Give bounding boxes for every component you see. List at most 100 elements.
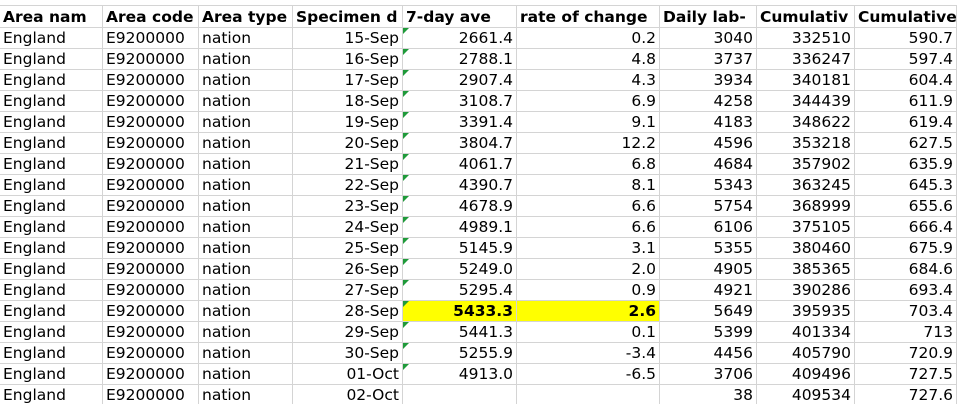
table-cell[interactable]: nation <box>199 259 293 280</box>
table-cell[interactable]: England <box>0 133 103 154</box>
table-cell[interactable]: 405790 <box>757 343 855 364</box>
table-cell[interactable]: 18-Sep <box>293 91 403 112</box>
table-cell[interactable]: 5441.3 <box>403 322 517 343</box>
table-cell[interactable]: 5433.3 <box>403 301 517 322</box>
table-cell[interactable]: E9200000 <box>103 154 199 175</box>
table-cell[interactable]: 12.2 <box>517 133 660 154</box>
table-cell[interactable]: 4596 <box>660 133 757 154</box>
header-cell[interactable]: Specimen d <box>293 6 403 28</box>
table-cell[interactable]: 30-Sep <box>293 343 403 364</box>
table-cell[interactable]: England <box>0 28 103 49</box>
table-cell[interactable]: 4913.0 <box>403 364 517 385</box>
table-cell[interactable]: 4.3 <box>517 70 660 91</box>
table-cell[interactable]: -6.5 <box>517 364 660 385</box>
table-cell[interactable]: 340181 <box>757 70 855 91</box>
header-cell[interactable]: Cumulative <box>855 6 957 28</box>
table-cell[interactable]: 604.4 <box>855 70 957 91</box>
header-cell[interactable]: Area code <box>103 6 199 28</box>
table-cell[interactable]: 2.6 <box>517 301 660 322</box>
table-cell[interactable]: nation <box>199 343 293 364</box>
table-cell[interactable]: England <box>0 196 103 217</box>
table-cell[interactable]: 401334 <box>757 322 855 343</box>
table-cell[interactable]: 363245 <box>757 175 855 196</box>
table-cell[interactable]: 3737 <box>660 49 757 70</box>
table-cell[interactable]: nation <box>199 91 293 112</box>
table-cell[interactable]: 368999 <box>757 196 855 217</box>
table-cell[interactable]: 6106 <box>660 217 757 238</box>
table-cell[interactable]: E9200000 <box>103 70 199 91</box>
table-cell[interactable]: 25-Sep <box>293 238 403 259</box>
table-cell[interactable]: E9200000 <box>103 364 199 385</box>
table-cell[interactable]: nation <box>199 217 293 238</box>
table-cell[interactable]: 727.5 <box>855 364 957 385</box>
table-cell[interactable]: 353218 <box>757 133 855 154</box>
table-cell[interactable]: England <box>0 301 103 322</box>
table-cell[interactable]: 3391.4 <box>403 112 517 133</box>
table-cell[interactable]: 5399 <box>660 322 757 343</box>
table-cell[interactable]: 4061.7 <box>403 154 517 175</box>
table-cell[interactable]: 3040 <box>660 28 757 49</box>
table-cell[interactable]: E9200000 <box>103 196 199 217</box>
table-cell[interactable]: 395935 <box>757 301 855 322</box>
table-cell[interactable]: 22-Sep <box>293 175 403 196</box>
table-cell[interactable]: nation <box>199 385 293 404</box>
table-cell[interactable]: 5754 <box>660 196 757 217</box>
table-cell[interactable]: 4456 <box>660 343 757 364</box>
table-cell[interactable]: 675.9 <box>855 238 957 259</box>
table-cell[interactable]: England <box>0 91 103 112</box>
table-cell[interactable]: 2788.1 <box>403 49 517 70</box>
table-cell[interactable]: E9200000 <box>103 28 199 49</box>
table-cell[interactable]: 02-Oct <box>293 385 403 404</box>
table-cell[interactable]: 5255.9 <box>403 343 517 364</box>
table-cell[interactable]: 375105 <box>757 217 855 238</box>
table-cell[interactable]: 727.6 <box>855 385 957 404</box>
table-cell[interactable]: nation <box>199 238 293 259</box>
table-cell[interactable]: 357902 <box>757 154 855 175</box>
table-cell[interactable]: nation <box>199 322 293 343</box>
table-cell[interactable]: 627.5 <box>855 133 957 154</box>
table-cell[interactable]: England <box>0 70 103 91</box>
table-cell[interactable]: nation <box>199 301 293 322</box>
table-cell[interactable]: 6.6 <box>517 196 660 217</box>
table-cell[interactable]: E9200000 <box>103 217 199 238</box>
table-cell[interactable]: 3.1 <box>517 238 660 259</box>
table-cell[interactable]: 619.4 <box>855 112 957 133</box>
table-cell[interactable]: nation <box>199 196 293 217</box>
table-cell[interactable]: 5355 <box>660 238 757 259</box>
table-cell[interactable]: 2.0 <box>517 259 660 280</box>
table-cell[interactable]: 15-Sep <box>293 28 403 49</box>
table-cell[interactable]: 4.8 <box>517 49 660 70</box>
table-cell[interactable]: England <box>0 322 103 343</box>
table-cell[interactable]: 655.6 <box>855 196 957 217</box>
table-cell[interactable]: 336247 <box>757 49 855 70</box>
table-cell[interactable]: 5649 <box>660 301 757 322</box>
header-cell[interactable]: 7-day ave <box>403 6 517 28</box>
table-cell[interactable]: nation <box>199 364 293 385</box>
table-cell[interactable]: E9200000 <box>103 301 199 322</box>
header-cell[interactable]: Area nam <box>0 6 103 28</box>
table-cell[interactable] <box>403 385 517 404</box>
table-cell[interactable]: 9.1 <box>517 112 660 133</box>
table-cell[interactable]: E9200000 <box>103 49 199 70</box>
table-cell[interactable]: 6.6 <box>517 217 660 238</box>
table-cell[interactable]: 5295.4 <box>403 280 517 301</box>
table-cell[interactable]: England <box>0 343 103 364</box>
table-cell[interactable]: England <box>0 238 103 259</box>
table-cell[interactable]: 27-Sep <box>293 280 403 301</box>
table-cell[interactable]: 3804.7 <box>403 133 517 154</box>
table-cell[interactable]: nation <box>199 175 293 196</box>
table-cell[interactable]: -3.4 <box>517 343 660 364</box>
table-cell[interactable]: 597.4 <box>855 49 957 70</box>
table-cell[interactable]: 24-Sep <box>293 217 403 238</box>
table-cell[interactable]: E9200000 <box>103 175 199 196</box>
table-cell[interactable]: 19-Sep <box>293 112 403 133</box>
table-cell[interactable]: 409496 <box>757 364 855 385</box>
table-cell[interactable]: 6.8 <box>517 154 660 175</box>
table-cell[interactable]: 01-Oct <box>293 364 403 385</box>
table-cell[interactable]: 3706 <box>660 364 757 385</box>
table-cell[interactable]: 332510 <box>757 28 855 49</box>
table-cell[interactable]: E9200000 <box>103 238 199 259</box>
table-cell[interactable] <box>517 385 660 404</box>
table-cell[interactable]: nation <box>199 133 293 154</box>
header-cell[interactable]: Daily lab- <box>660 6 757 28</box>
